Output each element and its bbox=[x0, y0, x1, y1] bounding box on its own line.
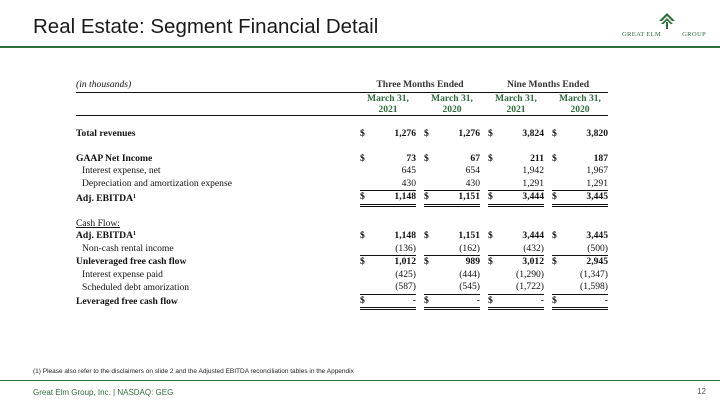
footer-divider bbox=[0, 380, 720, 381]
logo-chevron-icon bbox=[659, 13, 675, 29]
period-header: March 31, 2020 bbox=[552, 92, 608, 116]
row-label: Adj. EBITDA1 bbox=[76, 230, 137, 241]
title-divider bbox=[0, 46, 720, 48]
logo-word-elm: ELM bbox=[646, 31, 662, 38]
table-group-header-row: (in thousands) Three Months Ended Nine M… bbox=[76, 79, 608, 93]
table-row: Cash Flow: bbox=[76, 218, 608, 231]
row-label: Leveraged free cash flow bbox=[76, 296, 178, 307]
section-heading: Cash Flow: bbox=[76, 217, 120, 229]
table-row: Adj. EBITDA1 $1,148 $1,151 $3,444 $3,445 bbox=[76, 190, 608, 207]
row-label: GAAP Net Income bbox=[76, 152, 153, 164]
table-row: Interest expense paid (425) (444) (1,290… bbox=[76, 269, 608, 282]
row-label: Depreciation and amortization expense bbox=[82, 178, 232, 189]
row-label: Unleveraged free cash flow bbox=[76, 256, 187, 267]
segment-financial-table: (in thousands) Three Months Ended Nine M… bbox=[76, 79, 608, 310]
row-label: Total revenues bbox=[76, 127, 136, 139]
period-header: March 31, 2021 bbox=[488, 92, 544, 116]
slide-title: Real Estate: Segment Financial Detail bbox=[33, 15, 379, 38]
three-months-header: Three Months Ended bbox=[360, 79, 480, 93]
table-row: GAAP Net Income $73 $67 $211 $187 bbox=[76, 152, 608, 164]
table-row: Leveraged free cash flow $ - $ - $ - $ - bbox=[76, 294, 608, 310]
logo-word-group: GROUP bbox=[682, 31, 706, 38]
row-label: Interest expense paid bbox=[82, 268, 163, 280]
table-row: Depreciation and amortization expense 43… bbox=[76, 177, 608, 191]
table-row: Unleveraged free cash flow $1,012 $989 $… bbox=[76, 256, 608, 267]
period-header: March 31, 2020 bbox=[424, 92, 480, 116]
row-label: Scheduled debt amorization bbox=[82, 281, 190, 293]
table-period-header-row: March 31, 2021 March 31, 2020 March 31, 202… bbox=[76, 92, 608, 116]
nine-months-header: Nine Months Ended bbox=[488, 79, 608, 93]
period-header: March 31, 2021 bbox=[360, 92, 416, 116]
row-label: Non-cash rental income bbox=[82, 243, 174, 254]
logo-word-great: GREAT bbox=[622, 31, 645, 38]
row-label: Interest expense, net bbox=[82, 165, 161, 176]
footer-company: Great Elm Group, Inc. | NASDAQ: GEG bbox=[33, 388, 174, 397]
footnote: (1) Please also refer to the disclaimers… bbox=[33, 368, 354, 375]
great-elm-group-logo: GREAT ELM GROUP bbox=[622, 12, 706, 42]
row-label: Adj. EBITDA1 bbox=[76, 192, 137, 204]
table-row: Interest expense, net 645 654 1,942 1,96… bbox=[76, 165, 608, 178]
units-label: (in thousands) bbox=[76, 79, 346, 93]
table-row: Non-cash rental income (136) (162) (432)… bbox=[76, 242, 608, 256]
table-row: Total revenues $1,276 $1,276 $3,824 $3,8… bbox=[76, 127, 608, 139]
logo-wordmark: GREAT ELM GROUP bbox=[622, 31, 706, 38]
table-row: Scheduled debt amorization (587) (545) (… bbox=[76, 281, 608, 295]
table-row: Adj. EBITDA1 $1,148 $1,151 $3,444 $3,445 bbox=[76, 230, 608, 241]
page-number: 12 bbox=[697, 387, 706, 396]
